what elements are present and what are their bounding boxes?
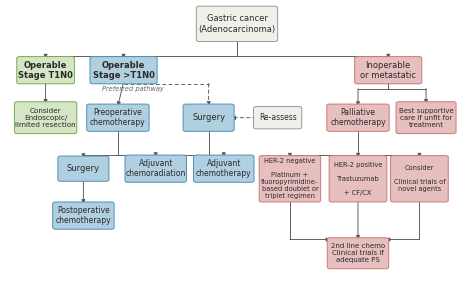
Text: Consider

Clinical trials of
novel agents: Consider Clinical trials of novel agents <box>393 165 445 192</box>
Text: Surgery: Surgery <box>67 164 100 173</box>
FancyBboxPatch shape <box>90 56 157 84</box>
FancyBboxPatch shape <box>17 56 74 84</box>
FancyBboxPatch shape <box>183 104 234 131</box>
FancyBboxPatch shape <box>87 104 149 131</box>
Text: Adjuvant
chemotherapy: Adjuvant chemotherapy <box>196 159 252 178</box>
Text: Postoperative
chemotherapy: Postoperative chemotherapy <box>55 206 111 225</box>
FancyBboxPatch shape <box>254 107 302 129</box>
Text: Inoperable
or metastatic: Inoperable or metastatic <box>360 61 416 80</box>
FancyBboxPatch shape <box>193 155 254 182</box>
FancyBboxPatch shape <box>53 202 114 229</box>
FancyBboxPatch shape <box>196 6 278 42</box>
Text: HER-2 positive

Trastuzumab

+ CF/CX: HER-2 positive Trastuzumab + CF/CX <box>334 162 382 196</box>
Text: Preoperative
chemotherapy: Preoperative chemotherapy <box>90 108 146 127</box>
Text: Surgery: Surgery <box>192 113 225 122</box>
Text: Preferred pathway: Preferred pathway <box>102 86 164 92</box>
FancyBboxPatch shape <box>125 155 186 182</box>
Text: Operable
Stage T1N0: Operable Stage T1N0 <box>18 61 73 80</box>
Text: HER-2 negative

Platinum +
fluoropyrimidine-
based doublet or
triplet regimen: HER-2 negative Platinum + fluoropyrimidi… <box>261 158 319 199</box>
FancyBboxPatch shape <box>14 102 77 134</box>
FancyBboxPatch shape <box>391 156 448 202</box>
Text: Best supportive
care if unfit for
treatment: Best supportive care if unfit for treatm… <box>399 108 454 128</box>
FancyBboxPatch shape <box>327 238 389 269</box>
FancyBboxPatch shape <box>259 156 320 202</box>
Text: Palliative
chemotherapy: Palliative chemotherapy <box>330 108 386 127</box>
Text: Consider
Endoscopic/
limited resection: Consider Endoscopic/ limited resection <box>15 108 76 128</box>
Text: Operable
Stage >T1N0: Operable Stage >T1N0 <box>92 61 155 80</box>
FancyBboxPatch shape <box>58 156 109 181</box>
FancyBboxPatch shape <box>355 56 422 84</box>
FancyBboxPatch shape <box>396 102 456 134</box>
Text: Adjuvant
chemoradiation: Adjuvant chemoradiation <box>126 159 186 178</box>
FancyBboxPatch shape <box>329 156 387 202</box>
Text: 2nd line chemo
Clinical trials if
adequate PS: 2nd line chemo Clinical trials if adequa… <box>331 243 385 263</box>
FancyBboxPatch shape <box>327 104 389 131</box>
Text: Re-assess: Re-assess <box>259 113 297 122</box>
Text: Gastric cancer
(Adenocarcinoma): Gastric cancer (Adenocarcinoma) <box>199 14 275 33</box>
